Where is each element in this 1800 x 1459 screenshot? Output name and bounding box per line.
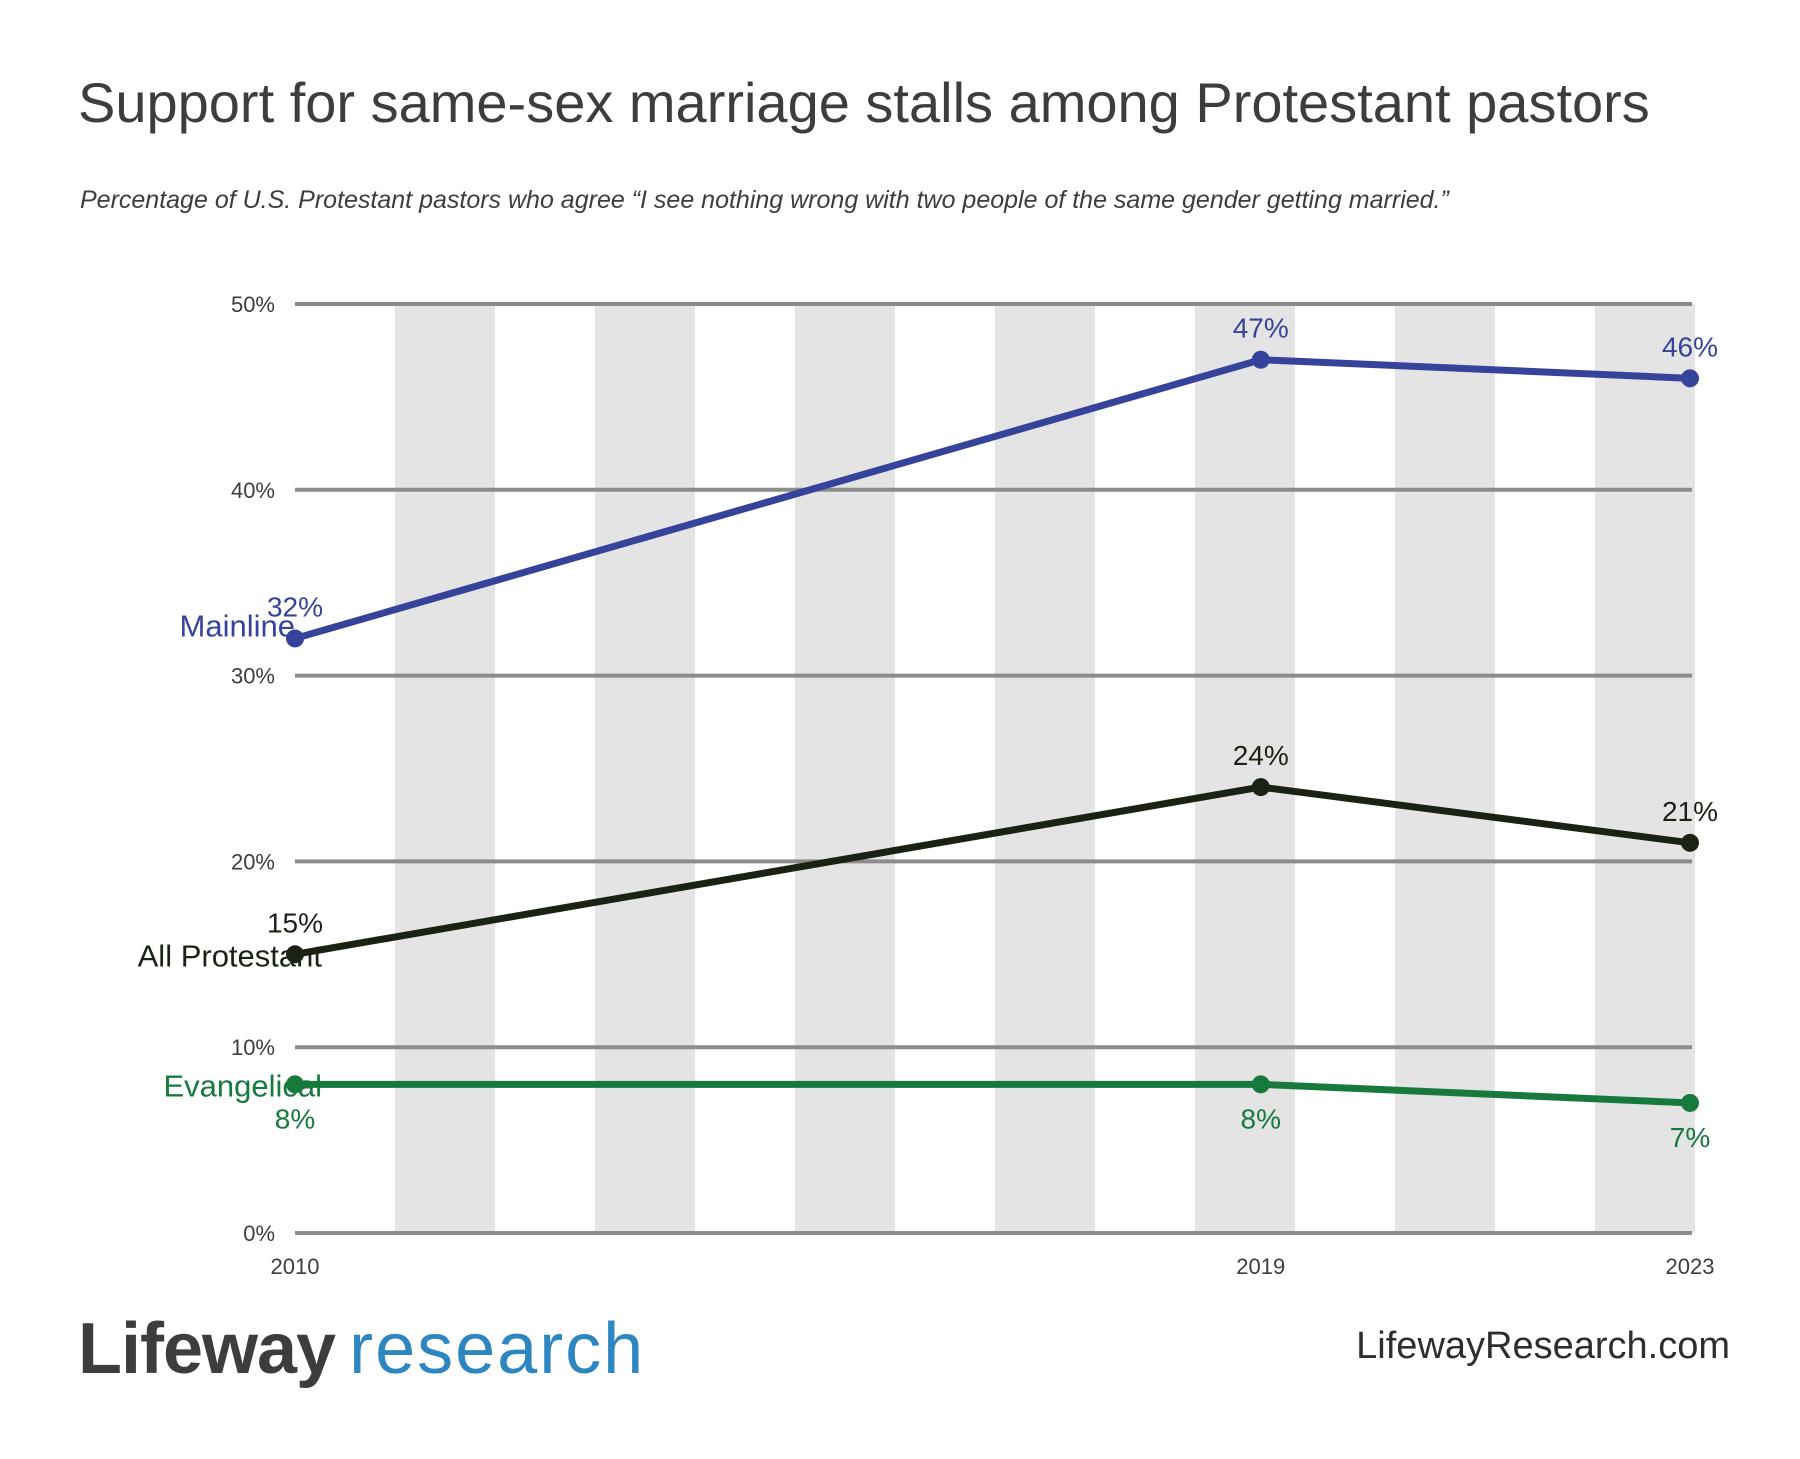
y-tick-label: 30% <box>231 664 275 689</box>
data-label: 32% <box>267 591 323 622</box>
logo-word-research: research <box>349 1309 646 1389</box>
series-label: Mainline <box>180 608 295 643</box>
background-band <box>795 304 895 1233</box>
line-chart: 0% 10% 20% 30% 40% 50% 2010 2019 2023 32% 47% 46% Ma… <box>138 292 1718 1279</box>
background-band <box>395 304 495 1233</box>
x-tick-label: 2010 <box>271 1254 320 1279</box>
background-band <box>1195 304 1295 1233</box>
data-label: 7% <box>1670 1122 1710 1153</box>
background-band <box>1395 304 1495 1233</box>
data-point <box>1251 350 1270 369</box>
logo-word-lifeway: Lifeway <box>78 1309 336 1389</box>
y-tick-label: 50% <box>231 292 275 317</box>
website-link[interactable]: LifewayResearch.com <box>1356 1325 1730 1367</box>
data-label: 47% <box>1233 313 1289 344</box>
data-label: 8% <box>275 1103 315 1134</box>
data-label: 21% <box>1662 796 1718 827</box>
background-band <box>595 304 695 1233</box>
data-point <box>1681 369 1699 388</box>
data-point <box>1681 1093 1699 1112</box>
data-label: 15% <box>267 907 323 938</box>
x-tick-label: 2023 <box>1666 1254 1715 1279</box>
y-tick-label: 40% <box>231 478 275 503</box>
data-point <box>1251 1075 1270 1094</box>
data-point <box>286 629 304 648</box>
data-point <box>1681 833 1699 852</box>
chart-subtitle: Percentage of U.S. Protestant pastors wh… <box>80 186 1449 214</box>
data-label: 24% <box>1233 740 1289 771</box>
y-tick-label: 0% <box>243 1221 275 1246</box>
data-point <box>1251 778 1270 797</box>
lifeway-research-logo: Lifeway research <box>78 1308 645 1390</box>
chart-title: Support for same-sex marriage stalls amo… <box>78 71 1650 134</box>
data-label: 46% <box>1662 331 1718 362</box>
y-tick-label: 10% <box>231 1035 275 1060</box>
background-band <box>1595 304 1695 1233</box>
series-label: Evangelical <box>163 1068 322 1103</box>
background-band <box>995 304 1095 1233</box>
x-tick-label: 2019 <box>1236 1254 1285 1279</box>
data-label: 8% <box>1241 1103 1281 1134</box>
series-label: All Protestant <box>138 938 323 973</box>
data-point <box>286 945 304 964</box>
data-point <box>286 1075 304 1094</box>
y-tick-label: 20% <box>231 849 275 874</box>
